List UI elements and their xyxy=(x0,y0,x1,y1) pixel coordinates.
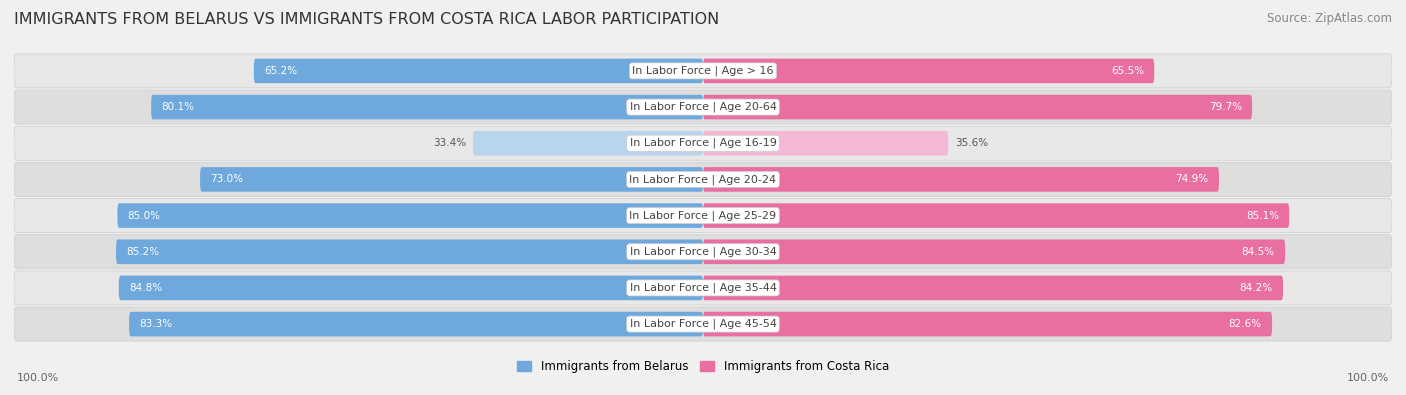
Text: In Labor Force | Age 20-24: In Labor Force | Age 20-24 xyxy=(630,174,776,185)
Text: 35.6%: 35.6% xyxy=(955,138,988,148)
FancyBboxPatch shape xyxy=(703,239,1285,264)
Text: 83.3%: 83.3% xyxy=(139,319,173,329)
Text: 100.0%: 100.0% xyxy=(1347,373,1389,383)
FancyBboxPatch shape xyxy=(703,167,1219,192)
Text: 79.7%: 79.7% xyxy=(1209,102,1241,112)
Text: In Labor Force | Age 35-44: In Labor Force | Age 35-44 xyxy=(630,283,776,293)
Text: 73.0%: 73.0% xyxy=(211,175,243,184)
FancyBboxPatch shape xyxy=(14,90,1392,124)
FancyBboxPatch shape xyxy=(703,312,1272,337)
FancyBboxPatch shape xyxy=(14,235,1392,269)
FancyBboxPatch shape xyxy=(14,54,1392,88)
Text: In Labor Force | Age 25-29: In Labor Force | Age 25-29 xyxy=(630,210,776,221)
FancyBboxPatch shape xyxy=(254,58,703,83)
FancyBboxPatch shape xyxy=(200,167,703,192)
Text: 65.2%: 65.2% xyxy=(264,66,297,76)
Text: 80.1%: 80.1% xyxy=(162,102,194,112)
FancyBboxPatch shape xyxy=(117,203,703,228)
Text: 74.9%: 74.9% xyxy=(1175,175,1209,184)
Legend: Immigrants from Belarus, Immigrants from Costa Rica: Immigrants from Belarus, Immigrants from… xyxy=(512,355,894,378)
Text: 84.5%: 84.5% xyxy=(1241,247,1275,257)
Text: 84.8%: 84.8% xyxy=(129,283,162,293)
Text: 65.5%: 65.5% xyxy=(1111,66,1144,76)
Text: 82.6%: 82.6% xyxy=(1229,319,1261,329)
FancyBboxPatch shape xyxy=(129,312,703,337)
Text: In Labor Force | Age 16-19: In Labor Force | Age 16-19 xyxy=(630,138,776,149)
FancyBboxPatch shape xyxy=(14,162,1392,196)
Text: 33.4%: 33.4% xyxy=(433,138,465,148)
Text: In Labor Force | Age > 16: In Labor Force | Age > 16 xyxy=(633,66,773,76)
Text: In Labor Force | Age 20-64: In Labor Force | Age 20-64 xyxy=(630,102,776,112)
Text: IMMIGRANTS FROM BELARUS VS IMMIGRANTS FROM COSTA RICA LABOR PARTICIPATION: IMMIGRANTS FROM BELARUS VS IMMIGRANTS FR… xyxy=(14,12,720,27)
FancyBboxPatch shape xyxy=(703,95,1253,119)
FancyBboxPatch shape xyxy=(118,276,703,300)
FancyBboxPatch shape xyxy=(14,307,1392,341)
FancyBboxPatch shape xyxy=(703,58,1154,83)
FancyBboxPatch shape xyxy=(703,276,1284,300)
Text: 85.0%: 85.0% xyxy=(128,211,160,220)
FancyBboxPatch shape xyxy=(14,199,1392,233)
Text: Source: ZipAtlas.com: Source: ZipAtlas.com xyxy=(1267,12,1392,25)
Text: In Labor Force | Age 45-54: In Labor Force | Age 45-54 xyxy=(630,319,776,329)
FancyBboxPatch shape xyxy=(152,95,703,119)
FancyBboxPatch shape xyxy=(14,271,1392,305)
FancyBboxPatch shape xyxy=(703,131,948,156)
FancyBboxPatch shape xyxy=(117,239,703,264)
Text: 100.0%: 100.0% xyxy=(17,373,59,383)
Text: 84.2%: 84.2% xyxy=(1240,283,1272,293)
Text: In Labor Force | Age 30-34: In Labor Force | Age 30-34 xyxy=(630,246,776,257)
FancyBboxPatch shape xyxy=(703,203,1289,228)
FancyBboxPatch shape xyxy=(472,131,703,156)
Text: 85.2%: 85.2% xyxy=(127,247,159,257)
Text: 85.1%: 85.1% xyxy=(1246,211,1279,220)
FancyBboxPatch shape xyxy=(14,126,1392,160)
